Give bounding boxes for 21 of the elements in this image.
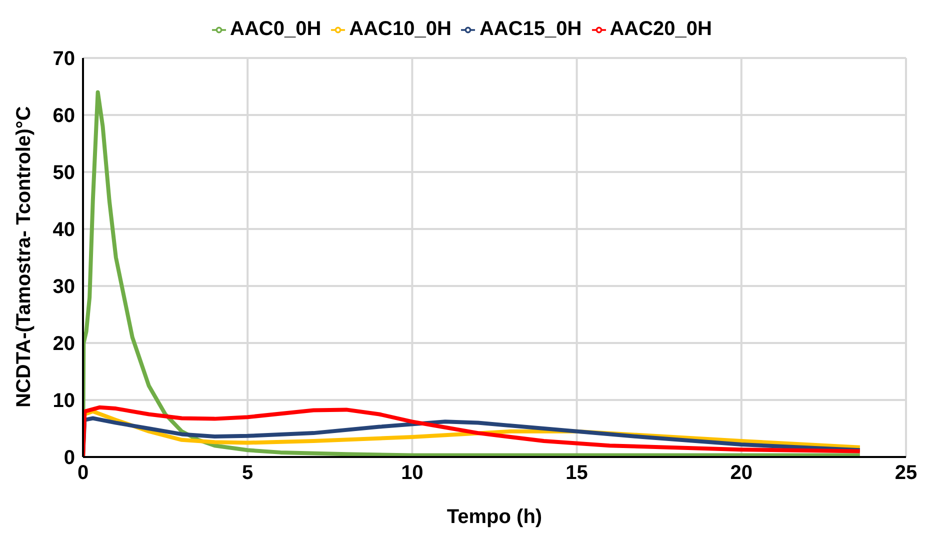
legend-label: AAC0_0H bbox=[230, 18, 322, 40]
legend-label: AAC20_0H bbox=[610, 18, 712, 40]
y-tick-label: 20 bbox=[52, 333, 75, 356]
x-tick-label: 25 bbox=[894, 462, 918, 484]
y-tick-label: 40 bbox=[52, 219, 75, 242]
y-axis-title: NCDTA-(Tamostra- Tcontrole)°C bbox=[13, 106, 36, 408]
x-axis-title: Tempo (h) bbox=[446, 506, 542, 528]
x-tick-label: 0 bbox=[77, 462, 89, 484]
y-tick-label: 70 bbox=[52, 48, 75, 70]
y-tick-label: 60 bbox=[52, 105, 75, 128]
line-series bbox=[83, 90, 862, 457]
y-tick-label: 10 bbox=[52, 390, 75, 412]
x-tick-label: 20 bbox=[730, 462, 753, 484]
x-tick-label: 15 bbox=[566, 462, 588, 484]
legend-label: AAC15_0H bbox=[479, 18, 582, 40]
x-tick-label: 5 bbox=[242, 462, 254, 484]
y-tick-label: 30 bbox=[52, 276, 75, 298]
y-tick-label: 0 bbox=[64, 447, 75, 470]
x-tick-label: 10 bbox=[401, 462, 424, 484]
y-tick-label: 50 bbox=[52, 162, 75, 184]
legend-label: AAC10_0H bbox=[349, 18, 452, 40]
